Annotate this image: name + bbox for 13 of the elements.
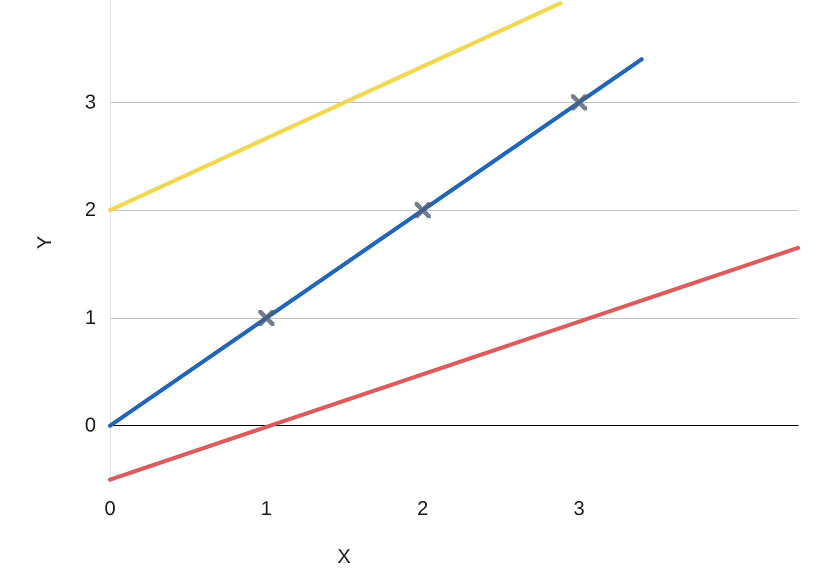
y-tick-label: 3 (84, 91, 96, 114)
point (571, 94, 588, 110)
y-axis-title: Y (34, 236, 56, 250)
x-tick-label: 1 (260, 498, 272, 520)
x-tick-label: 2 (417, 498, 428, 520)
x-tick-label: 0 (104, 498, 116, 520)
x-axis-title: X (337, 546, 351, 568)
y-tick-label: 2 (84, 199, 96, 222)
point (258, 310, 274, 326)
point (414, 202, 431, 218)
x-tick-label: 3 (574, 498, 585, 520)
y-tick-label: 0 (84, 414, 96, 437)
y-tick-label: 1 (84, 306, 96, 329)
